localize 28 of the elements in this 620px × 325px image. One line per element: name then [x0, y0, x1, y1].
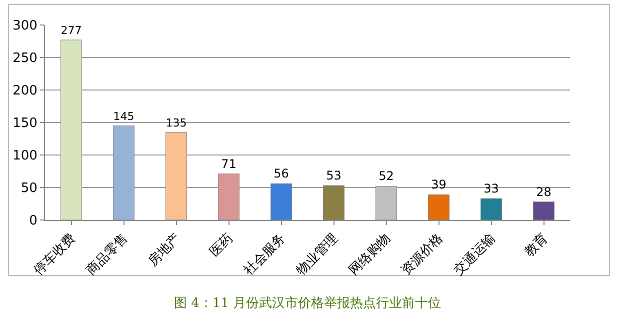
data-label: 52 [378, 169, 394, 184]
x-tick-label: 网络购物 [346, 230, 394, 278]
y-tick-label: 150 [12, 116, 38, 132]
x-tick-label: 教育 [521, 230, 552, 260]
caption: 图 4：11 月份武汉市价格举报热点行业前十位 [174, 296, 442, 311]
x-tick-label: 医药 [207, 230, 236, 260]
data-label: 145 [113, 110, 134, 123]
y-tick-label: 50 [20, 181, 38, 196]
data-label: 277 [60, 24, 82, 38]
y-tick-label: 250 [12, 51, 38, 66]
y-tick-label: 300 [12, 18, 38, 34]
x-tick-label: 物业管理 [294, 230, 342, 278]
x-tick-label: 商品零售 [84, 230, 132, 278]
data-label: 53 [326, 168, 342, 183]
data-label: 33 [484, 182, 499, 196]
data-label: 56 [274, 166, 289, 181]
y-tick-label: 100 [12, 148, 38, 164]
x-tick-label: 房地产 [144, 230, 184, 270]
y-tick-label: 0 [29, 214, 38, 229]
x-tick-label: 交通运输 [450, 230, 499, 278]
x-tick-label: 资源价格 [398, 230, 446, 278]
x-tick-label: 社会服务 [241, 230, 289, 278]
data-label: 71 [221, 156, 236, 171]
data-label: 28 [536, 184, 552, 199]
x-tick-label: 停车收费 [31, 230, 79, 278]
y-tick-label: 200 [12, 84, 38, 99]
data-label: 39 [431, 178, 446, 192]
data-label: 135 [166, 116, 187, 130]
